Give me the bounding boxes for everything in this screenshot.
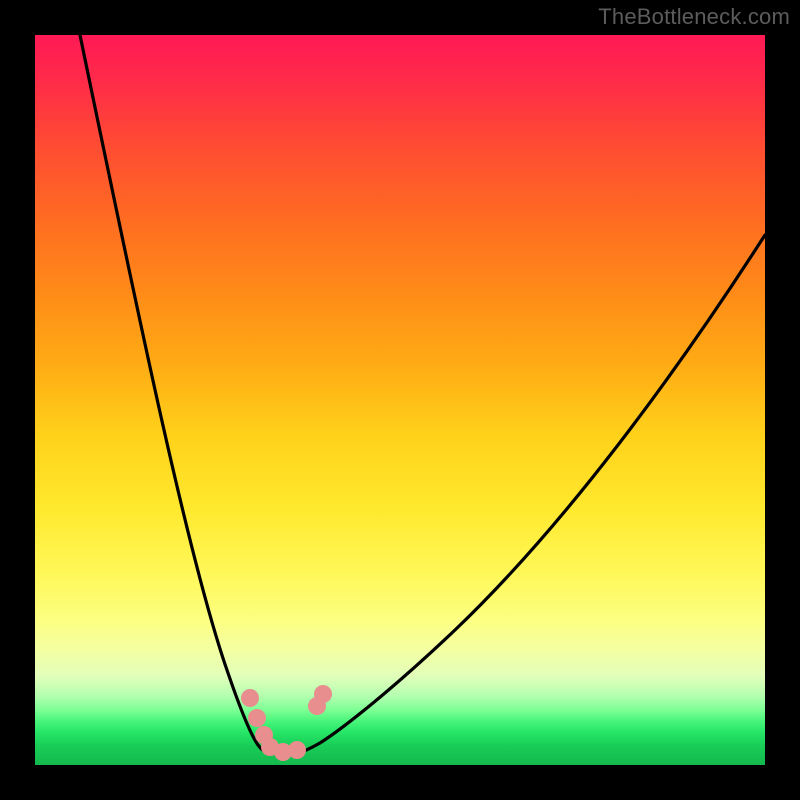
- data-point: [248, 709, 266, 727]
- watermark-text: TheBottleneck.com: [598, 4, 790, 30]
- chart-outer: TheBottleneck.com: [0, 0, 800, 800]
- bottleneck-curves: [35, 35, 765, 765]
- data-point: [288, 741, 306, 759]
- data-point: [314, 685, 332, 703]
- plot-area: [35, 35, 765, 765]
- data-point: [241, 689, 259, 707]
